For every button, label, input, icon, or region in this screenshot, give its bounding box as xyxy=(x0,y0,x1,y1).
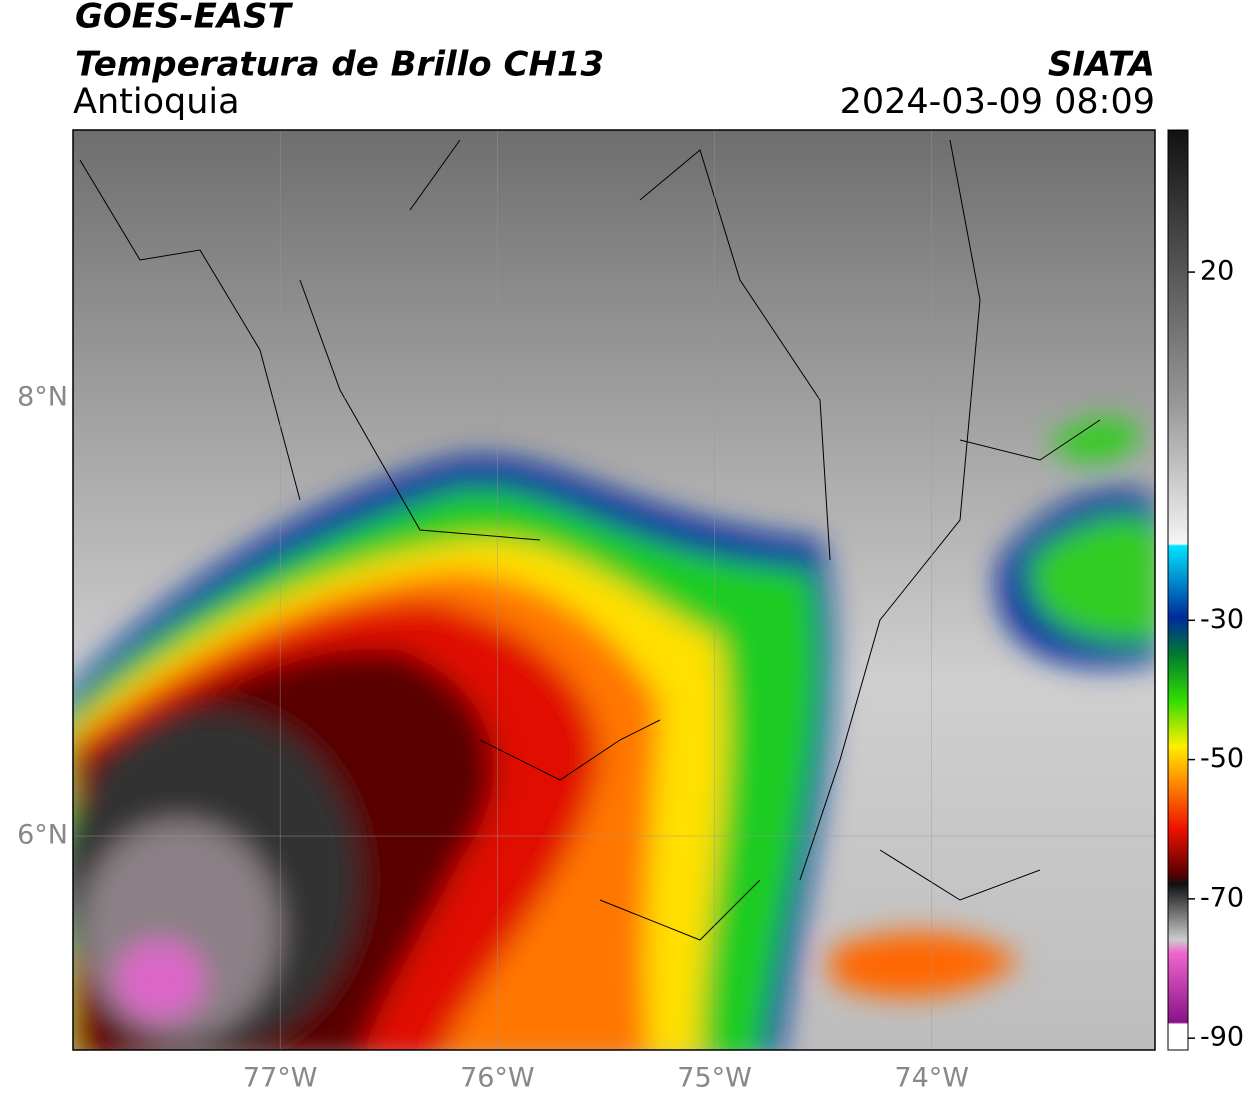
colorbar-tick-label: -50 xyxy=(1200,743,1244,774)
colorbar-tick-label: -90 xyxy=(1200,1022,1244,1053)
x-tick-label: 77°W xyxy=(243,1063,318,1094)
cloud-layers xyxy=(73,417,1155,1050)
colorbar-tick-label: -30 xyxy=(1200,604,1244,635)
y-tick-label: 6°N xyxy=(17,820,68,851)
colorbar-tick-label: 20 xyxy=(1200,256,1234,287)
colorbar-tick-label: -70 xyxy=(1200,882,1244,913)
graticule xyxy=(73,130,1155,1050)
x-tick-label: 74°W xyxy=(894,1063,969,1094)
x-tick-label: 76°W xyxy=(460,1063,535,1094)
y-tick-label: 8°N xyxy=(17,382,68,413)
map-frame xyxy=(72,129,1156,1051)
datetime: 2024-03-09 08:09 xyxy=(840,82,1155,122)
subtitle: Temperatura de Brillo CH13 xyxy=(75,45,604,85)
title: GOES-EAST xyxy=(75,0,294,37)
imagery xyxy=(73,130,1155,1050)
region: Antioquia xyxy=(73,82,240,122)
source: SIATA xyxy=(1048,45,1155,85)
boundaries xyxy=(79,139,1101,941)
x-tick-label: 75°W xyxy=(677,1063,752,1094)
colorbar xyxy=(1167,129,1189,1051)
